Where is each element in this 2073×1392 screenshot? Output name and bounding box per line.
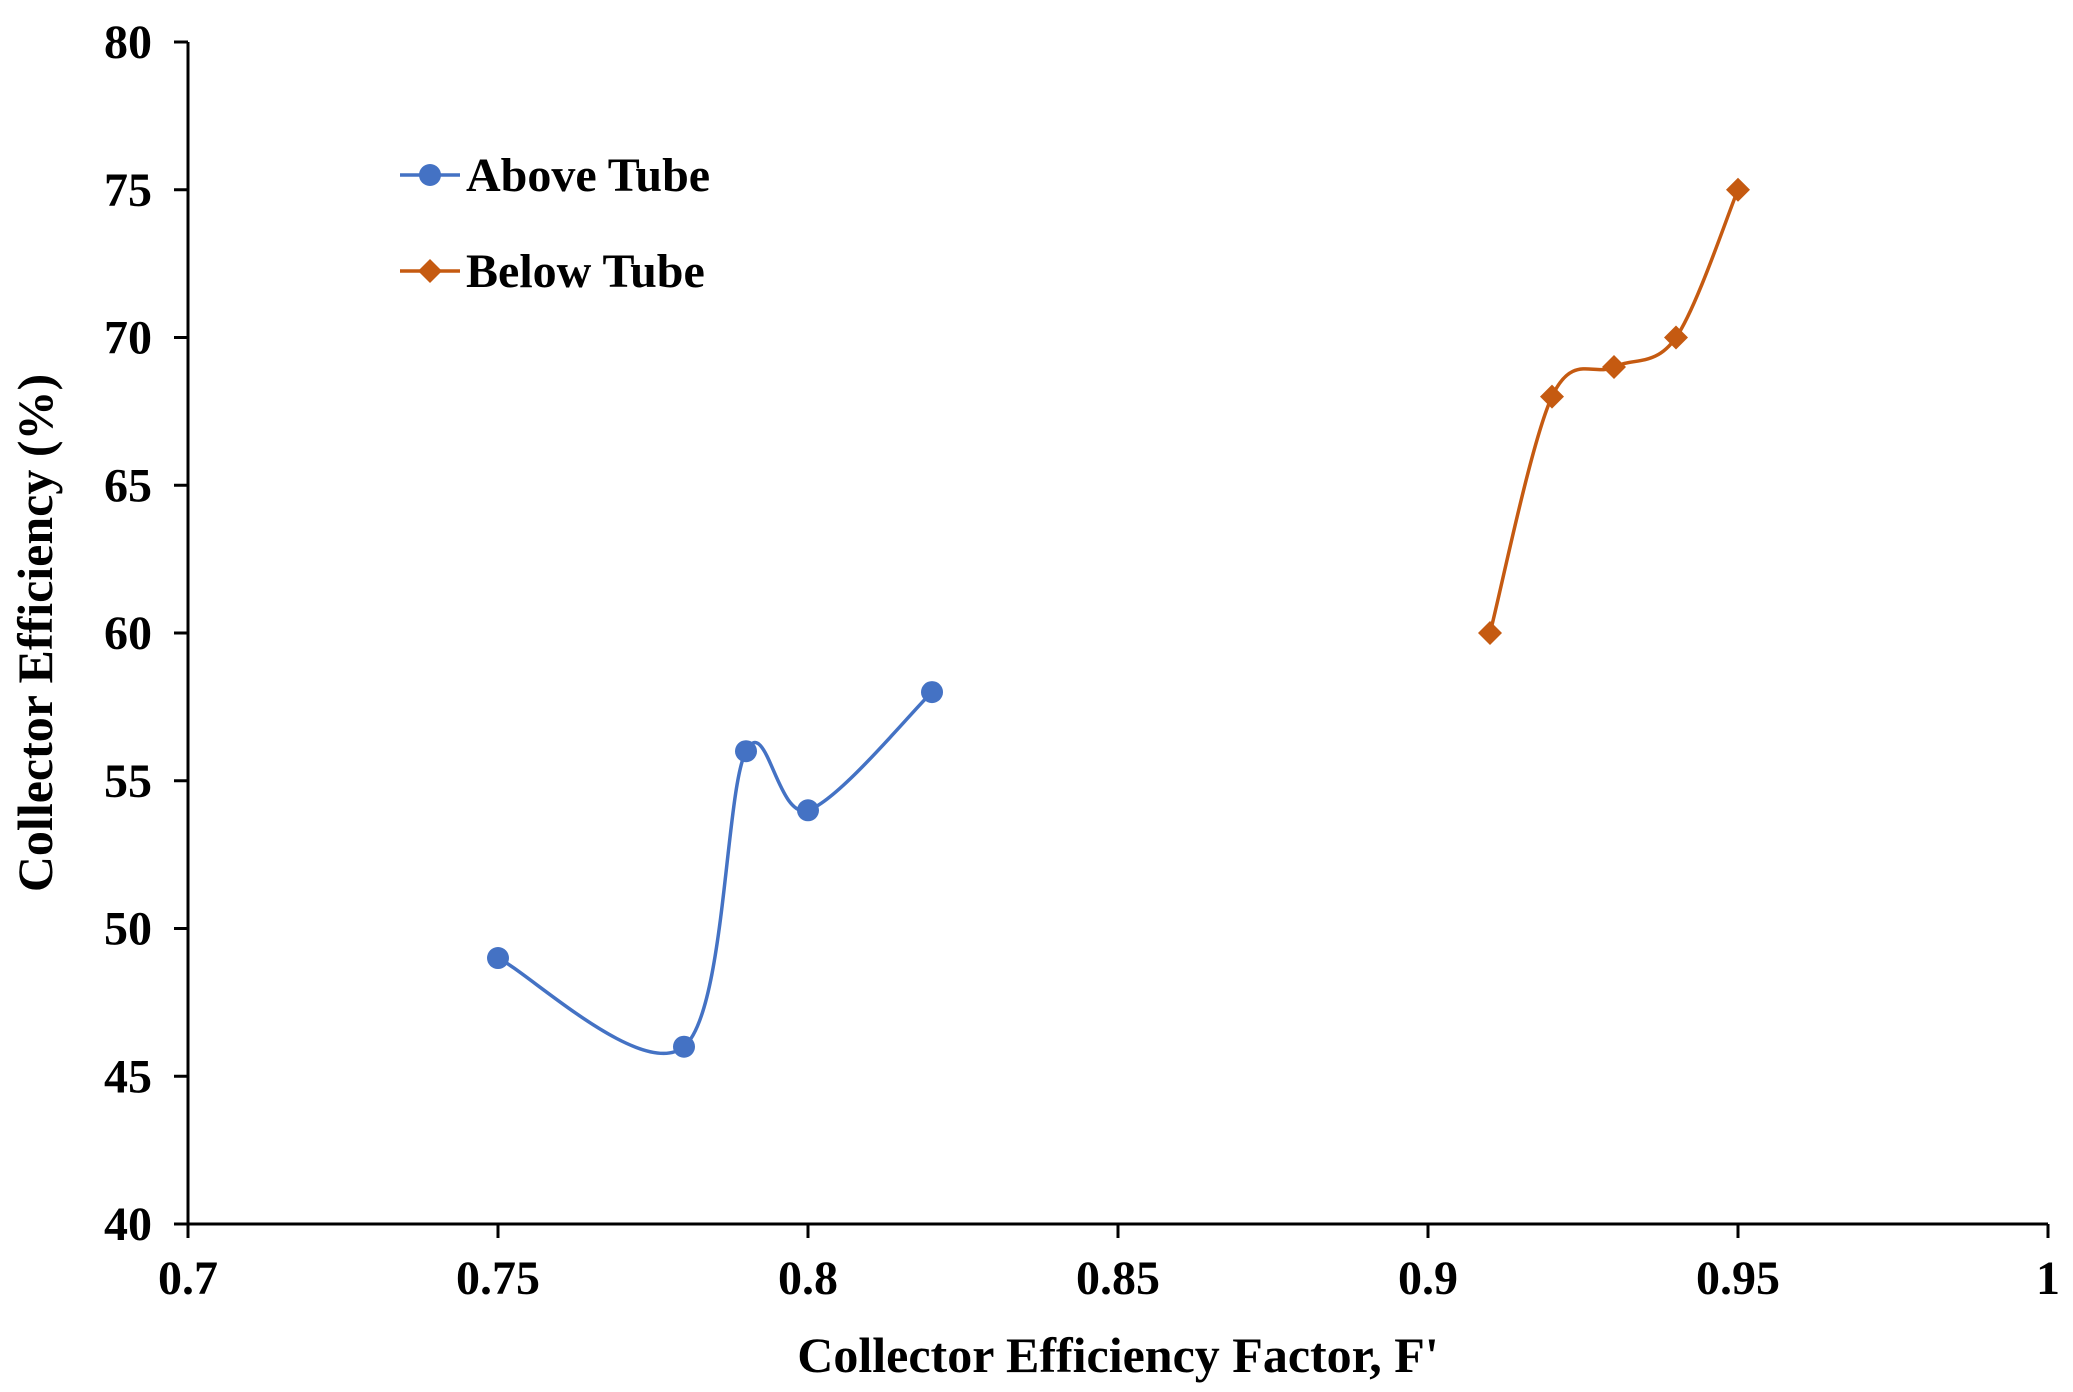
data-point-above-tube [921, 681, 943, 704]
legend-marker [419, 164, 441, 186]
x-tick-label: 0.75 [456, 1252, 540, 1305]
data-point-above-tube [487, 947, 509, 970]
legend-item-above-tube: Above Tube [400, 149, 710, 202]
data-point-below-tube [1478, 621, 1502, 645]
legend: Above Tube Below Tube [400, 149, 710, 298]
legend-label: Below Tube [466, 245, 705, 298]
x-tick-label: 0.8 [778, 1252, 838, 1305]
data-point-below-tube [1602, 355, 1626, 380]
y-tick-label: 45 [104, 1050, 152, 1103]
y-axis-title: Collector Efficiency (%) [7, 374, 63, 892]
data-point-below-tube [1664, 325, 1688, 350]
y-tick-label: 40 [104, 1198, 152, 1251]
data-point-above-tube [673, 1035, 695, 1058]
y-tick-label: 60 [104, 607, 152, 660]
y-tick-label: 50 [104, 903, 152, 956]
y-tick-label: 75 [104, 164, 152, 217]
series-below-tube [1478, 177, 1750, 645]
y-tick-label: 55 [104, 755, 152, 808]
y-tick-label: 70 [104, 312, 152, 365]
series-line-below-tube [1488, 189, 1740, 634]
series-layer [487, 177, 1750, 1058]
legend-item-below-tube: Below Tube [400, 245, 705, 298]
y-tick-label: 65 [104, 459, 152, 512]
legend-marker [418, 259, 442, 283]
x-tick-label: 0.9 [1398, 1252, 1458, 1305]
series-line-above-tube [497, 690, 934, 1056]
data-point-above-tube [735, 740, 757, 763]
series-above-tube [487, 681, 943, 1058]
y-tick-label: 80 [104, 16, 152, 69]
x-tick-label: 0.85 [1076, 1252, 1160, 1305]
x-tick-label: 1 [2036, 1252, 2060, 1305]
x-tick-label: 0.95 [1696, 1252, 1780, 1305]
x-tick-label: 0.7 [158, 1252, 218, 1305]
data-point-below-tube [1540, 384, 1564, 409]
data-point-below-tube [1726, 177, 1750, 202]
x-axis-title: Collector Efficiency Factor, F' [797, 1327, 1438, 1383]
axes: 40 45 50 55 60 65 70 75 80 0.7 0.75 0.8 0.85 0.9 0.95 1 [104, 16, 2060, 1305]
legend-label: Above Tube [466, 149, 710, 202]
data-point-above-tube [797, 799, 819, 822]
